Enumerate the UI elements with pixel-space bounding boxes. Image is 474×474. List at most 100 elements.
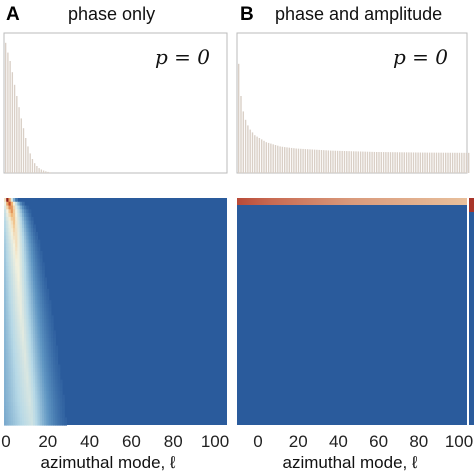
heatmap-a-cell: [4, 406, 7, 411]
heatmap-a-cell: [8, 247, 12, 252]
bar-chart-b-bar: [431, 152, 433, 173]
bar-chart-b-bar: [419, 152, 422, 173]
heatmap-a-cell: [50, 315, 54, 320]
bar-chart-a-bar: [29, 153, 31, 173]
heatmap-a-cell: [4, 296, 7, 301]
heatmap-a-cell: [57, 375, 61, 381]
heatmap-a-cell: [26, 402, 30, 407]
heatmap-a-cell: [21, 216, 25, 222]
colorbar-edge-top: [469, 198, 474, 212]
heatmap-a-cell: [57, 390, 61, 396]
heatmap-a-cell: [8, 341, 12, 347]
heatmap-a-cell: [17, 239, 21, 244]
heatmap-a-cell: [21, 334, 25, 339]
heatmap-a-cell: [39, 303, 43, 309]
heatmap-a-cell: [44, 417, 47, 422]
bar-chart-b-bar: [415, 152, 417, 173]
heatmap-a-cell: [19, 334, 23, 339]
heatmap-a-cell: [48, 353, 52, 358]
heatmap-a-cell: [4, 319, 7, 324]
heatmap-a-cell: [30, 247, 34, 252]
heatmap-a-cell: [19, 250, 23, 256]
heatmap-a-cell: [37, 417, 41, 422]
heatmap-a-cell: [12, 205, 16, 210]
heatmap-a-cell: [53, 364, 56, 369]
heatmap-a-cell: [12, 319, 16, 324]
bar-chart-b-bar: [417, 152, 419, 173]
heatmap-a-cell: [24, 269, 27, 275]
heatmap-a-cell: [30, 345, 34, 350]
heatmap-a-cell: [35, 235, 39, 241]
heatmap-a-cell: [35, 387, 39, 392]
heatmap-a-cell: [10, 322, 14, 328]
heatmap-a-cell: [48, 315, 52, 320]
heatmap-a-cell: [12, 417, 16, 422]
bar-chart-a-bar: [42, 170, 45, 173]
heatmap-a-cell: [6, 213, 10, 218]
heatmap-a-cell: [19, 330, 23, 335]
heatmap-a-cell: [37, 387, 41, 392]
heatmap-a-cell: [41, 394, 45, 400]
heatmap-a-cell: [17, 326, 21, 332]
heatmap-a-cell: [8, 383, 12, 388]
bar-chart-b-bar: [346, 151, 348, 173]
heatmap-a-cell: [8, 409, 12, 415]
bar-chart-b-bar: [465, 152, 468, 173]
heatmap-a-cell: [8, 281, 12, 286]
heatmap-a-cell: [8, 198, 12, 203]
heatmap-a-cell: [19, 349, 23, 354]
heatmap-a-cell: [15, 319, 18, 324]
heatmap-a-cell: [4, 216, 7, 222]
heatmap-a-cell: [19, 307, 23, 313]
heatmap-a-cell: [15, 277, 18, 282]
heatmap-a-cell: [8, 266, 12, 271]
heatmap-a-cell: [44, 285, 47, 290]
heatmap-a-cell: [8, 296, 12, 301]
heatmap-a-cell: [6, 258, 10, 263]
heatmap-a-cell: [37, 273, 41, 279]
bar-chart-b-bar: [251, 132, 254, 173]
heatmap-a-cell: [12, 213, 16, 218]
heatmap-a-cell: [53, 345, 56, 350]
heatmap-a-cell: [17, 349, 21, 354]
heatmap-a-cell: [39, 281, 43, 286]
heatmap-a-cell: [10, 277, 14, 282]
heatmap-a-cell: [6, 285, 10, 290]
heatmap-a-cell: [15, 198, 18, 203]
heatmap-a-cell: [35, 288, 39, 294]
heatmap-a-cell: [12, 307, 16, 313]
heatmap-a-cell: [15, 375, 18, 381]
heatmap-a-cell: [35, 402, 39, 407]
heatmap-a-cell: [8, 285, 12, 290]
heatmap-a-cell: [28, 216, 32, 222]
heatmap-a-cell: [35, 315, 39, 320]
heatmap-a-cell: [44, 341, 47, 347]
heatmap-a-cell: [61, 421, 65, 426]
heatmap-a-cell: [26, 277, 30, 282]
heatmap-a-cell: [50, 394, 54, 400]
heatmap-a-cell: [35, 406, 39, 411]
heatmap-a-cell: [28, 277, 32, 282]
heatmap-a-cell: [17, 269, 21, 275]
heatmap-a-cell: [41, 345, 45, 350]
heatmap-a-cell: [41, 296, 45, 301]
heatmap-a-cell: [41, 292, 45, 297]
x-axis-b-tick-label: 80: [409, 432, 428, 451]
heatmap-a-cell: [46, 307, 50, 313]
heatmap-a-cell: [48, 334, 52, 339]
heatmap-a-cell: [28, 303, 32, 309]
heatmap-a-cell: [8, 209, 12, 214]
heatmap-a-cell: [4, 232, 7, 237]
heatmap-a-cell: [28, 250, 32, 256]
heatmap-a-cell: [28, 213, 32, 218]
heatmap-a-cell: [35, 341, 39, 347]
heatmap-a-cell: [19, 277, 23, 282]
heatmap-a-cell: [10, 213, 14, 218]
x-axis-label-a: azimuthal mode, ℓ: [41, 453, 176, 472]
heatmap-a-cell: [30, 383, 34, 388]
heatmap-a-cell: [4, 345, 7, 350]
heatmap-a-cell: [24, 285, 27, 290]
heatmap-a-cell: [61, 402, 65, 407]
heatmap-a-cell: [39, 285, 43, 290]
heatmap-a-cell: [12, 281, 16, 286]
